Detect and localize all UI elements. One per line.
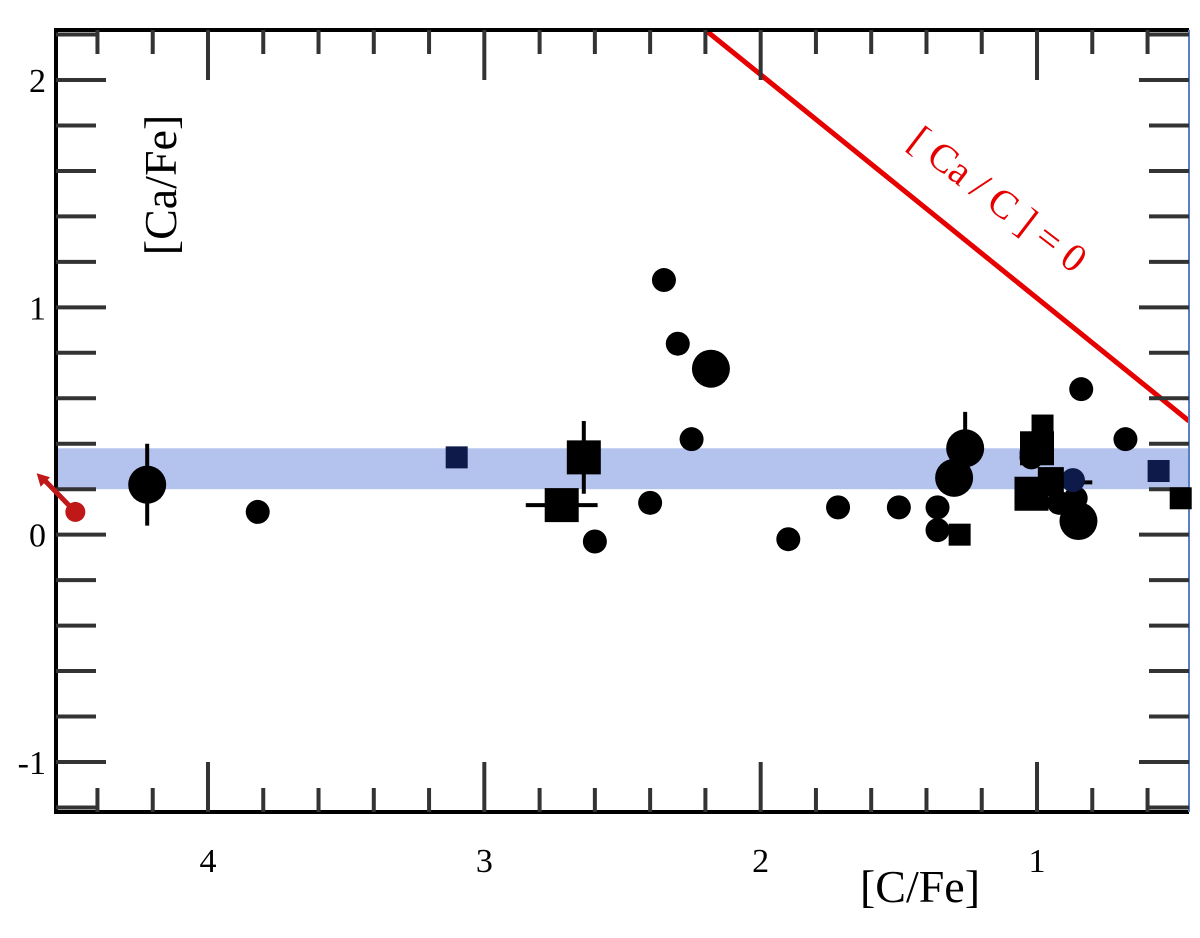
reference-band [56,448,1189,490]
data-point-square [1147,460,1170,483]
data-point-circle [946,429,985,468]
reference-band-layer [56,448,1189,490]
x-tick-label: 1 [1029,843,1046,880]
data-point-circle [925,495,950,520]
y-tick-label: -1 [18,745,46,782]
arrow-head [36,473,51,487]
data-point-circle [886,495,911,520]
data-point-circle [1060,468,1085,493]
data-point-circle [935,458,974,497]
data-point-circle [776,527,801,552]
y-tick-label: 2 [29,63,46,100]
reference-line-label: [ Ca / C ] = 0 [901,117,1096,281]
data-point-square [948,523,971,546]
y-tick-label: 0 [29,518,46,555]
y-axis-label: [Ca/Fe] [135,115,186,256]
data-point-square [1169,487,1192,510]
y-tick-label: 1 [29,290,46,327]
data-point-square [1020,431,1055,466]
reference-line [703,30,1189,423]
x-tick-label: 3 [476,843,493,880]
data-point-circle [1059,502,1098,541]
arrow-layer [36,473,78,514]
data-point-square [1037,467,1064,494]
upper-limit-arrow [40,476,78,514]
x-axis-label: [C/Fe] [860,861,980,912]
reference-line-layer [703,30,1189,423]
data-point-square [544,488,579,523]
data-point-circle [245,499,270,524]
data-point-circle [582,529,607,554]
data-point-square [445,446,468,469]
data-point-square [566,440,601,475]
data-point-circle [638,490,663,515]
data-point-circle [1113,427,1138,452]
data-point-circle [691,349,730,388]
data-point-circle [665,331,690,356]
axes-frame [54,28,1190,814]
x-tick-label: 2 [752,843,769,880]
data-point-circle [128,465,167,504]
data-point-circle [1069,377,1094,402]
data-point-layer [65,268,1192,554]
axis-ticks: 4 3 2 1 2 1 0 -1 [18,30,1189,880]
data-point-circle [925,518,950,543]
data-point-circle [651,268,676,293]
data-point-circle [679,427,704,452]
data-point-circle [826,495,851,520]
label-layer: [Ca/Fe] [C/Fe] [ Ca / C ] = 0 [135,115,1096,912]
x-tick-label: 4 [199,843,216,880]
data-point-square [1031,414,1054,437]
